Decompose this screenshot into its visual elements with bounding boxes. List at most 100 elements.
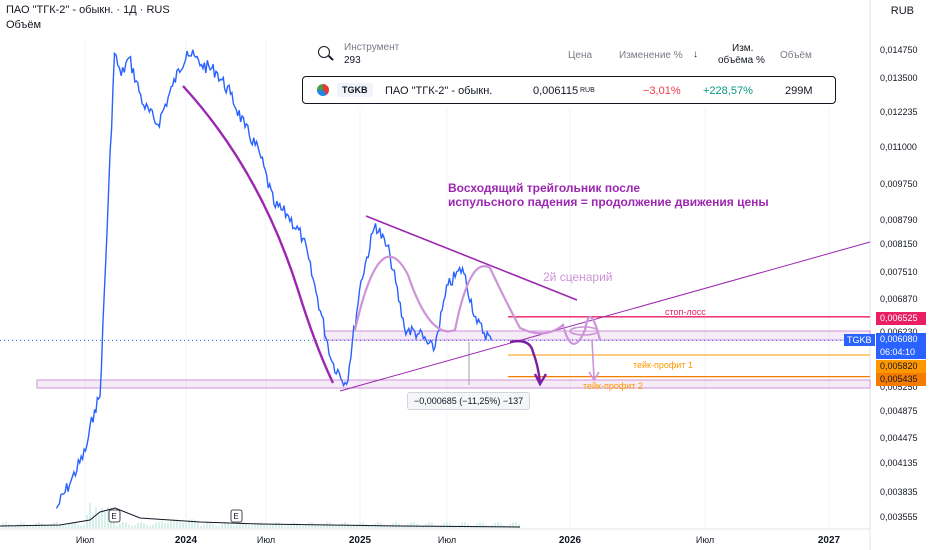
- volume-bar: [26, 524, 28, 528]
- price-unit: RUB: [580, 87, 595, 94]
- x-tick-label: Июл: [257, 535, 275, 545]
- volume-bar: [62, 525, 64, 528]
- volume-bar: [188, 520, 190, 528]
- volume-bar: [29, 525, 31, 528]
- volume-header[interactable]: Объём: [780, 50, 812, 61]
- volume-bar: [47, 525, 49, 528]
- volume-bar: [293, 522, 295, 528]
- price-series-line: [55, 49, 493, 509]
- volume-bar: [131, 525, 133, 528]
- volume-bar: [266, 525, 268, 528]
- volume-bar: [173, 519, 175, 528]
- volume-bar: [77, 524, 79, 528]
- volume-bar: [2, 522, 4, 528]
- instrument-row[interactable]: TGKB ПАО "ТГК-2" - обыкн. 0,006115 RUB −…: [302, 76, 836, 104]
- annotation-main-2: испульсного падения = продолжение движен…: [448, 195, 769, 209]
- earnings-marker-label: E: [111, 512, 116, 521]
- y-tick-label: 0,011000: [880, 142, 917, 152]
- scenario1-arrow: [509, 339, 542, 383]
- volume-bar: [215, 525, 217, 528]
- volume-indicator-label[interactable]: Объём: [6, 19, 42, 31]
- volume-bar: [155, 522, 157, 528]
- instrument-panel: Инструмент 293 Цена Изменение % ↓ Изм. о…: [302, 38, 836, 108]
- volume-bar: [209, 522, 211, 528]
- volume-bar: [146, 525, 148, 528]
- instrument-count: 293: [344, 55, 361, 66]
- x-tick-label: 2026: [559, 535, 582, 546]
- volume-bar: [128, 524, 130, 528]
- tp1-label: тейк-профит 1: [633, 360, 693, 370]
- volume-bar: [386, 525, 388, 528]
- volume-bar: [143, 523, 145, 528]
- volume-bar: [206, 522, 208, 528]
- earnings-marker: [230, 509, 243, 523]
- last-price-label: 0,006080: [876, 333, 926, 346]
- volume-bar: [335, 525, 337, 528]
- tgk2-logo-icon: [317, 84, 329, 96]
- impulse-down-curve: [182, 85, 335, 384]
- volume-bar: [137, 523, 139, 528]
- volume-bar: [104, 510, 106, 528]
- instrument-header[interactable]: Инструмент: [344, 42, 400, 53]
- volume-bar: [74, 522, 76, 528]
- volume-bar: [296, 523, 298, 528]
- volume-bar: [191, 519, 193, 528]
- volume-bar: [332, 524, 334, 528]
- search-icon[interactable]: [318, 46, 330, 58]
- y-tick-label: 0,004875: [880, 406, 918, 416]
- volume-bar: [413, 522, 415, 528]
- volume-bar: [275, 522, 277, 528]
- volume-bar: [428, 522, 430, 528]
- volume-bar: [89, 502, 91, 528]
- earnings-marker-label: E: [233, 512, 238, 521]
- volume-bar: [59, 523, 61, 528]
- volume-bar: [350, 525, 352, 528]
- volume-bar: [14, 525, 16, 528]
- annotation-scenario2: 2й сценарий: [543, 270, 613, 284]
- price-range-measure: −0,000685 (−11,25%) −137: [407, 392, 531, 410]
- volume-bar: [404, 525, 406, 528]
- instrument-name: ПАО "ТГК-2" - обыкн.: [385, 85, 493, 97]
- chart-title: ПАО "ТГК-2" - обыкн. · 1Д · RUS: [6, 4, 170, 16]
- price-header[interactable]: Цена: [568, 50, 593, 61]
- volume-bar: [245, 523, 247, 528]
- y-tick-label: 0,003835: [880, 487, 918, 497]
- volume-bar: [278, 522, 280, 528]
- volume-bar: [248, 525, 250, 528]
- volume-bar: [119, 523, 121, 528]
- volume-bar: [338, 525, 340, 528]
- volume-bar: [170, 520, 172, 528]
- volume-bar: [251, 525, 253, 528]
- vol-change-header-1[interactable]: Изм.: [732, 43, 754, 54]
- volume-bar: [431, 522, 433, 528]
- volume-bar: [197, 522, 199, 528]
- volume-bar: [368, 525, 370, 528]
- volume-bar: [161, 520, 163, 528]
- volume-bar: [443, 522, 445, 528]
- tp2-price-label: 0,005435: [876, 373, 926, 386]
- currency-label: RUB: [890, 5, 914, 17]
- x-tick-label: 2025: [349, 535, 372, 546]
- volume-bar: [410, 522, 412, 528]
- volume-bar: [68, 523, 70, 528]
- volume-bar: [98, 515, 100, 528]
- volume-bar: [233, 525, 235, 528]
- volume-bar: [71, 522, 73, 528]
- volume-bar: [482, 522, 484, 528]
- volume-bar: [218, 525, 220, 528]
- volume-bar: [302, 525, 304, 528]
- volume-bar: [182, 522, 184, 528]
- volume-bar: [164, 522, 166, 528]
- volume-bar: [44, 525, 46, 528]
- volume-bar: [149, 525, 151, 528]
- y-tick-label: 0,006870: [880, 294, 918, 304]
- change-header[interactable]: Изменение %: [619, 50, 683, 61]
- vol-change-header-2[interactable]: объёма %: [718, 55, 765, 66]
- sort-arrow-icon[interactable]: ↓: [693, 49, 698, 60]
- volume-bar: [140, 522, 142, 528]
- y-tick-label: 0,006230: [880, 327, 918, 337]
- volume-bar: [5, 522, 7, 528]
- y-tick-label: 0,008790: [880, 215, 918, 225]
- volume-bar: [467, 524, 469, 528]
